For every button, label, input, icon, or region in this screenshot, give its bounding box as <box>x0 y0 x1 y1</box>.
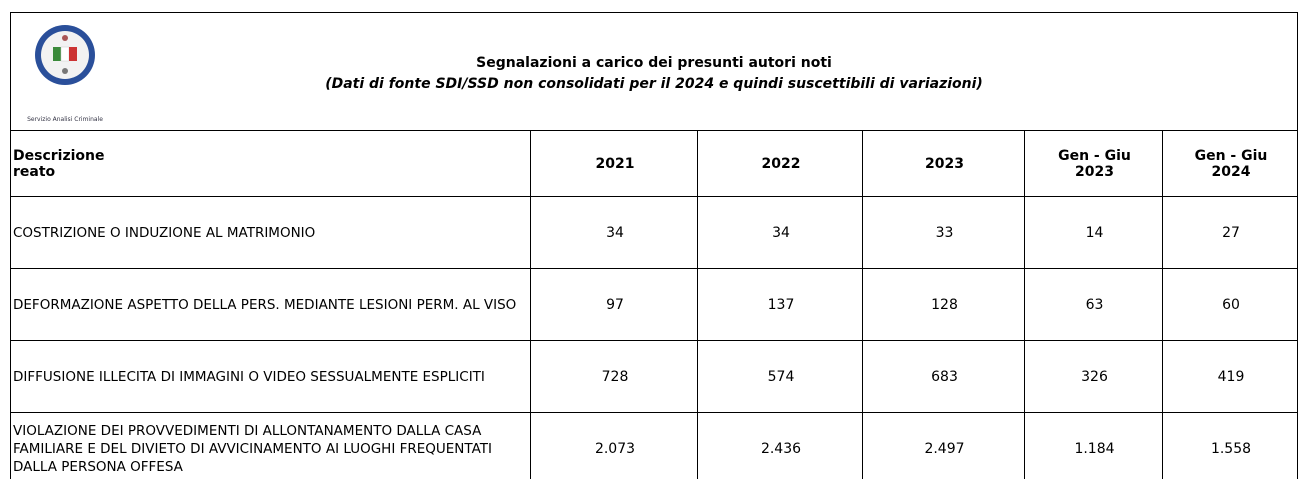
column-header-text: Descrizione reato <box>13 147 105 180</box>
crime-description: DEFORMAZIONE ASPETTO DELLA PERS. MEDIANT… <box>10 268 531 341</box>
subtitle: (Dati di fonte SDI/SSD non consolidati p… <box>325 76 983 92</box>
crime-description: VIOLAZIONE DEI PROVVEDIMENTI DI ALLONTAN… <box>10 412 531 479</box>
column-header: 2022 <box>697 130 863 197</box>
count-cell: 137 <box>697 268 863 341</box>
count-cell: 1.184 <box>1024 412 1163 479</box>
count-cell: 728 <box>530 340 698 413</box>
data-table: Descrizione reato 2021 2022 2023 Gen - Giu 2… <box>10 130 1298 479</box>
logo <box>35 25 95 85</box>
table-row: COSTRIZIONE O INDUZIONE AL MATRIMONIO 34 3… <box>10 196 1298 269</box>
header-row: Descrizione reato 2021 2022 2023 Gen - Giu 2… <box>10 130 1298 197</box>
count-cell: 34 <box>530 196 698 269</box>
column-header: Descrizione reato <box>10 130 531 197</box>
column-header: Gen - Giu 2023 <box>1024 130 1163 197</box>
crime-description: COSTRIZIONE O INDUZIONE AL MATRIMONIO <box>10 196 531 269</box>
count-cell: 2.073 <box>530 412 698 479</box>
table-row: DEFORMAZIONE ASPETTO DELLA PERS. MEDIANT… <box>10 268 1298 341</box>
column-header: Gen - Giu 2024 <box>1162 130 1298 197</box>
title: Segnalazioni a carico dei presunti autor… <box>476 55 832 71</box>
column-header: 2023 <box>862 130 1025 197</box>
count-cell: 683 <box>862 340 1025 413</box>
count-cell: 63 <box>1024 268 1163 341</box>
table-row: DIFFUSIONE ILLECITA DI IMMAGINI O VIDEO … <box>10 340 1298 413</box>
count-cell: 33 <box>862 196 1025 269</box>
count-cell: 574 <box>697 340 863 413</box>
table-row: VIOLAZIONE DEI PROVVEDIMENTI DI ALLONTAN… <box>10 412 1298 479</box>
count-cell: 2.436 <box>697 412 863 479</box>
column-header-text: Gen - Giu 2023 <box>1058 147 1131 180</box>
count-cell: 2.497 <box>862 412 1025 479</box>
column-header-text: 2021 <box>595 155 635 172</box>
count-cell: 34 <box>697 196 863 269</box>
header: Servizio Analisi Criminale Segnalazioni … <box>10 12 1298 131</box>
table-body: COSTRIZIONE O INDUZIONE AL MATRIMONIO 34 3… <box>10 196 1298 479</box>
crime-description: DIFFUSIONE ILLECITA DI IMMAGINI O VIDEO … <box>10 340 531 413</box>
count-cell: 97 <box>530 268 698 341</box>
count-cell: 60 <box>1162 268 1298 341</box>
logo-caption: Servizio Analisi Criminale <box>27 116 103 123</box>
count-cell: 419 <box>1162 340 1298 413</box>
column-header-text: 2023 <box>925 155 964 172</box>
column-header-text: Gen - Giu 2024 <box>1194 147 1268 180</box>
count-cell: 1.558 <box>1162 412 1298 479</box>
count-cell: 128 <box>862 268 1025 341</box>
column-header: 2021 <box>530 130 698 197</box>
count-cell: 326 <box>1024 340 1163 413</box>
count-cell: 27 <box>1162 196 1298 269</box>
column-header-text: 2022 <box>761 155 801 172</box>
count-cell: 14 <box>1024 196 1163 269</box>
